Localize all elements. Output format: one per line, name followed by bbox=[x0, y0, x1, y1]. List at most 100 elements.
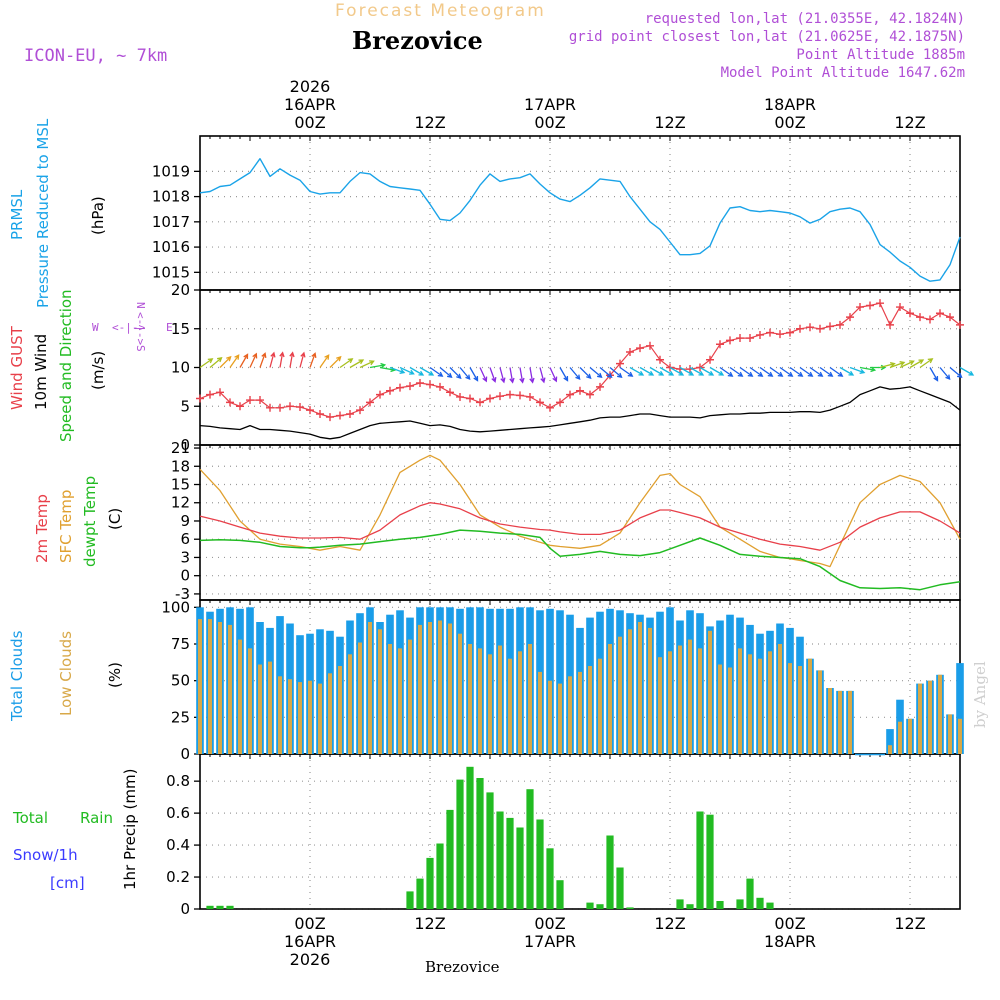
rain-bar bbox=[716, 901, 724, 909]
wind-direction-arrow bbox=[779, 366, 794, 377]
model-altitude: Model Point Altitude 1647.62m bbox=[721, 65, 965, 81]
rain-bar bbox=[626, 907, 634, 909]
low-cloud-bar bbox=[638, 622, 642, 754]
low-cloud-bar bbox=[768, 651, 772, 754]
gust-marker bbox=[516, 391, 524, 400]
wind-direction-arrow bbox=[819, 366, 834, 377]
time-label-top: 17APR bbox=[524, 95, 576, 114]
wind-direction-arrow bbox=[499, 367, 506, 384]
low-cloud-bar bbox=[548, 680, 552, 754]
wind-direction-arrow bbox=[389, 366, 406, 374]
wind-direction-arrow bbox=[399, 366, 415, 375]
label-rain: Rain bbox=[80, 809, 113, 827]
low-cloud-bar bbox=[688, 639, 692, 754]
y-tick-label: 50 bbox=[171, 672, 190, 690]
wind-direction-arrow bbox=[359, 360, 375, 369]
gust-marker bbox=[866, 301, 874, 310]
wind-direction-arrow bbox=[649, 366, 665, 376]
compass-s: S bbox=[134, 345, 147, 352]
gust-marker bbox=[586, 390, 594, 399]
label-2m-temp: 2m Temp bbox=[33, 494, 51, 563]
low-cloud-bar bbox=[448, 623, 452, 754]
y-tick-label: 18 bbox=[171, 457, 190, 475]
gust-marker bbox=[726, 336, 734, 345]
wind-direction-arrow bbox=[469, 367, 479, 382]
wind-direction-arrow bbox=[579, 367, 592, 380]
low-cloud-bar bbox=[438, 620, 442, 754]
low-cloud-bar bbox=[598, 658, 602, 754]
time-label-top: 12Z bbox=[654, 113, 685, 132]
wind-direction-arrow bbox=[279, 351, 285, 368]
low-cloud-bar bbox=[778, 644, 782, 754]
wind-direction-arrow bbox=[639, 366, 655, 376]
sfc-temp-line bbox=[199, 454, 961, 568]
wind-direction-arrow bbox=[599, 367, 613, 378]
gust-marker bbox=[306, 406, 314, 415]
low-cloud-bar bbox=[288, 679, 292, 754]
low-cloud-bar bbox=[558, 683, 562, 754]
low-cloud-bar bbox=[748, 654, 752, 754]
y-tick-label: 3 bbox=[180, 548, 190, 566]
low-cloud-bar bbox=[308, 680, 312, 754]
label-speed-direction: Speed and Direction bbox=[57, 289, 75, 442]
low-cloud-bar bbox=[518, 651, 522, 754]
gust-marker bbox=[276, 403, 284, 412]
label-ms: (m/s) bbox=[89, 351, 107, 390]
wind-direction-arrow bbox=[709, 366, 725, 376]
rain-bar bbox=[686, 904, 694, 909]
time-label-bottom: 12Z bbox=[654, 914, 685, 933]
y-tick-label: 5 bbox=[180, 397, 190, 415]
y-tick-label: 0.4 bbox=[166, 836, 190, 854]
gust-marker bbox=[746, 334, 754, 343]
low-cloud-bar bbox=[348, 654, 352, 754]
panel-1: 1015 1016 1017 1018 1019 bbox=[152, 135, 961, 291]
low-cloud-bar bbox=[658, 657, 662, 754]
panel-frame bbox=[199, 444, 961, 601]
compass-w: W bbox=[92, 321, 99, 334]
y-tick-label: 6 bbox=[180, 530, 190, 548]
gust-marker bbox=[476, 398, 484, 407]
low-cloud-bar bbox=[788, 663, 792, 754]
model-label: ICON-EU, ~ 7km bbox=[24, 46, 167, 66]
gust-marker bbox=[876, 299, 884, 308]
rain-bar bbox=[756, 897, 764, 909]
gust-marker bbox=[376, 390, 384, 399]
gust-marker bbox=[776, 330, 784, 339]
low-cloud-bar bbox=[698, 648, 702, 754]
gust-line bbox=[199, 302, 961, 418]
low-cloud-bar bbox=[408, 639, 412, 754]
rain-bar bbox=[216, 905, 224, 909]
rain-bar bbox=[526, 789, 534, 909]
wind-direction-arrow bbox=[299, 351, 306, 368]
rain-bar bbox=[426, 857, 434, 909]
gust-marker bbox=[916, 313, 924, 322]
time-label-bottom: 00Z bbox=[534, 914, 565, 933]
gust-marker bbox=[856, 303, 864, 312]
gust-marker bbox=[936, 309, 944, 318]
wind-direction-arrow bbox=[239, 353, 249, 368]
wind-direction-arrow bbox=[689, 366, 705, 376]
gust-marker bbox=[416, 379, 424, 387]
wind-direction-arrow bbox=[959, 366, 975, 376]
wind-direction-arrow bbox=[269, 351, 276, 368]
low-cloud-bar bbox=[208, 619, 212, 754]
wind-direction-arrow bbox=[519, 367, 525, 384]
wind-direction-arrow bbox=[459, 367, 471, 381]
plot-layer: 1015101610171018101905101520-30369121518… bbox=[152, 77, 975, 969]
rain-bar bbox=[706, 814, 714, 909]
y-tick-label: 0 bbox=[180, 436, 190, 454]
wind-direction-arrow bbox=[629, 366, 645, 376]
wind-direction-arrow bbox=[249, 352, 258, 368]
y-tick-label: 9 bbox=[180, 512, 190, 530]
wind-direction-arrow bbox=[509, 367, 515, 384]
watermark: by Angel bbox=[971, 661, 989, 728]
dewpt-temp-line bbox=[199, 529, 961, 591]
y-tick-label: 0 bbox=[180, 745, 190, 763]
pressure-line bbox=[199, 157, 961, 282]
low-cloud-bar bbox=[418, 624, 422, 754]
gust-marker bbox=[366, 398, 374, 407]
rain-bar bbox=[536, 819, 544, 909]
gust-marker bbox=[566, 390, 574, 399]
wind-direction-arrow bbox=[369, 362, 387, 369]
